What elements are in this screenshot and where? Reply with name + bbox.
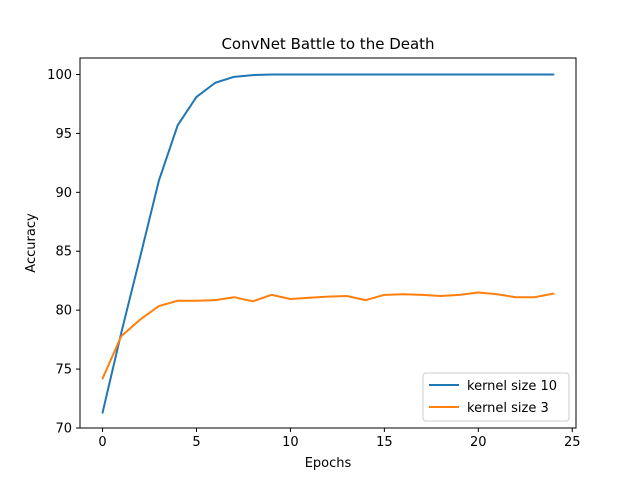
x-tick-label: 0 (98, 435, 106, 450)
series-lines (101, 73, 555, 414)
x-tick-label: 5 (192, 435, 200, 450)
legend-label-kernel-size-3: kernel size 3 (467, 401, 549, 416)
y-tick-label: 75 (55, 363, 72, 378)
y-tick-label: 90 (55, 186, 72, 201)
x-tick-label: 10 (282, 435, 299, 450)
x-axis-ticks: 0 5 10 15 20 25 (98, 428, 581, 450)
x-tick-label: 25 (564, 435, 581, 450)
y-tick-label: 80 (55, 304, 72, 319)
chart-title: ConvNet Battle to the Death (221, 35, 434, 53)
y-tick-label: 70 (55, 422, 72, 437)
legend-label-kernel-size-10: kernel size 10 (467, 379, 557, 394)
y-tick-label: 85 (55, 245, 72, 260)
x-tick-label: 20 (470, 435, 487, 450)
plot-frame (79, 57, 577, 429)
series-line-kernel-size-10 (101, 73, 555, 414)
legend: kernel size 10 kernel size 3 (422, 372, 570, 422)
y-axis-ticks: 70 75 80 85 90 95 100 (47, 68, 80, 437)
legend-box (422, 372, 570, 422)
series-line-kernel-size-3 (101, 291, 555, 380)
x-tick-label: 15 (376, 435, 393, 450)
y-axis-label: Accuracy (24, 213, 39, 273)
y-tick-label: 100 (47, 68, 72, 83)
plot-area: 0 5 10 15 20 25 70 75 80 85 90 95 100 (47, 57, 581, 450)
y-tick-label: 95 (55, 127, 72, 142)
x-axis-label: Epochs (305, 456, 352, 471)
